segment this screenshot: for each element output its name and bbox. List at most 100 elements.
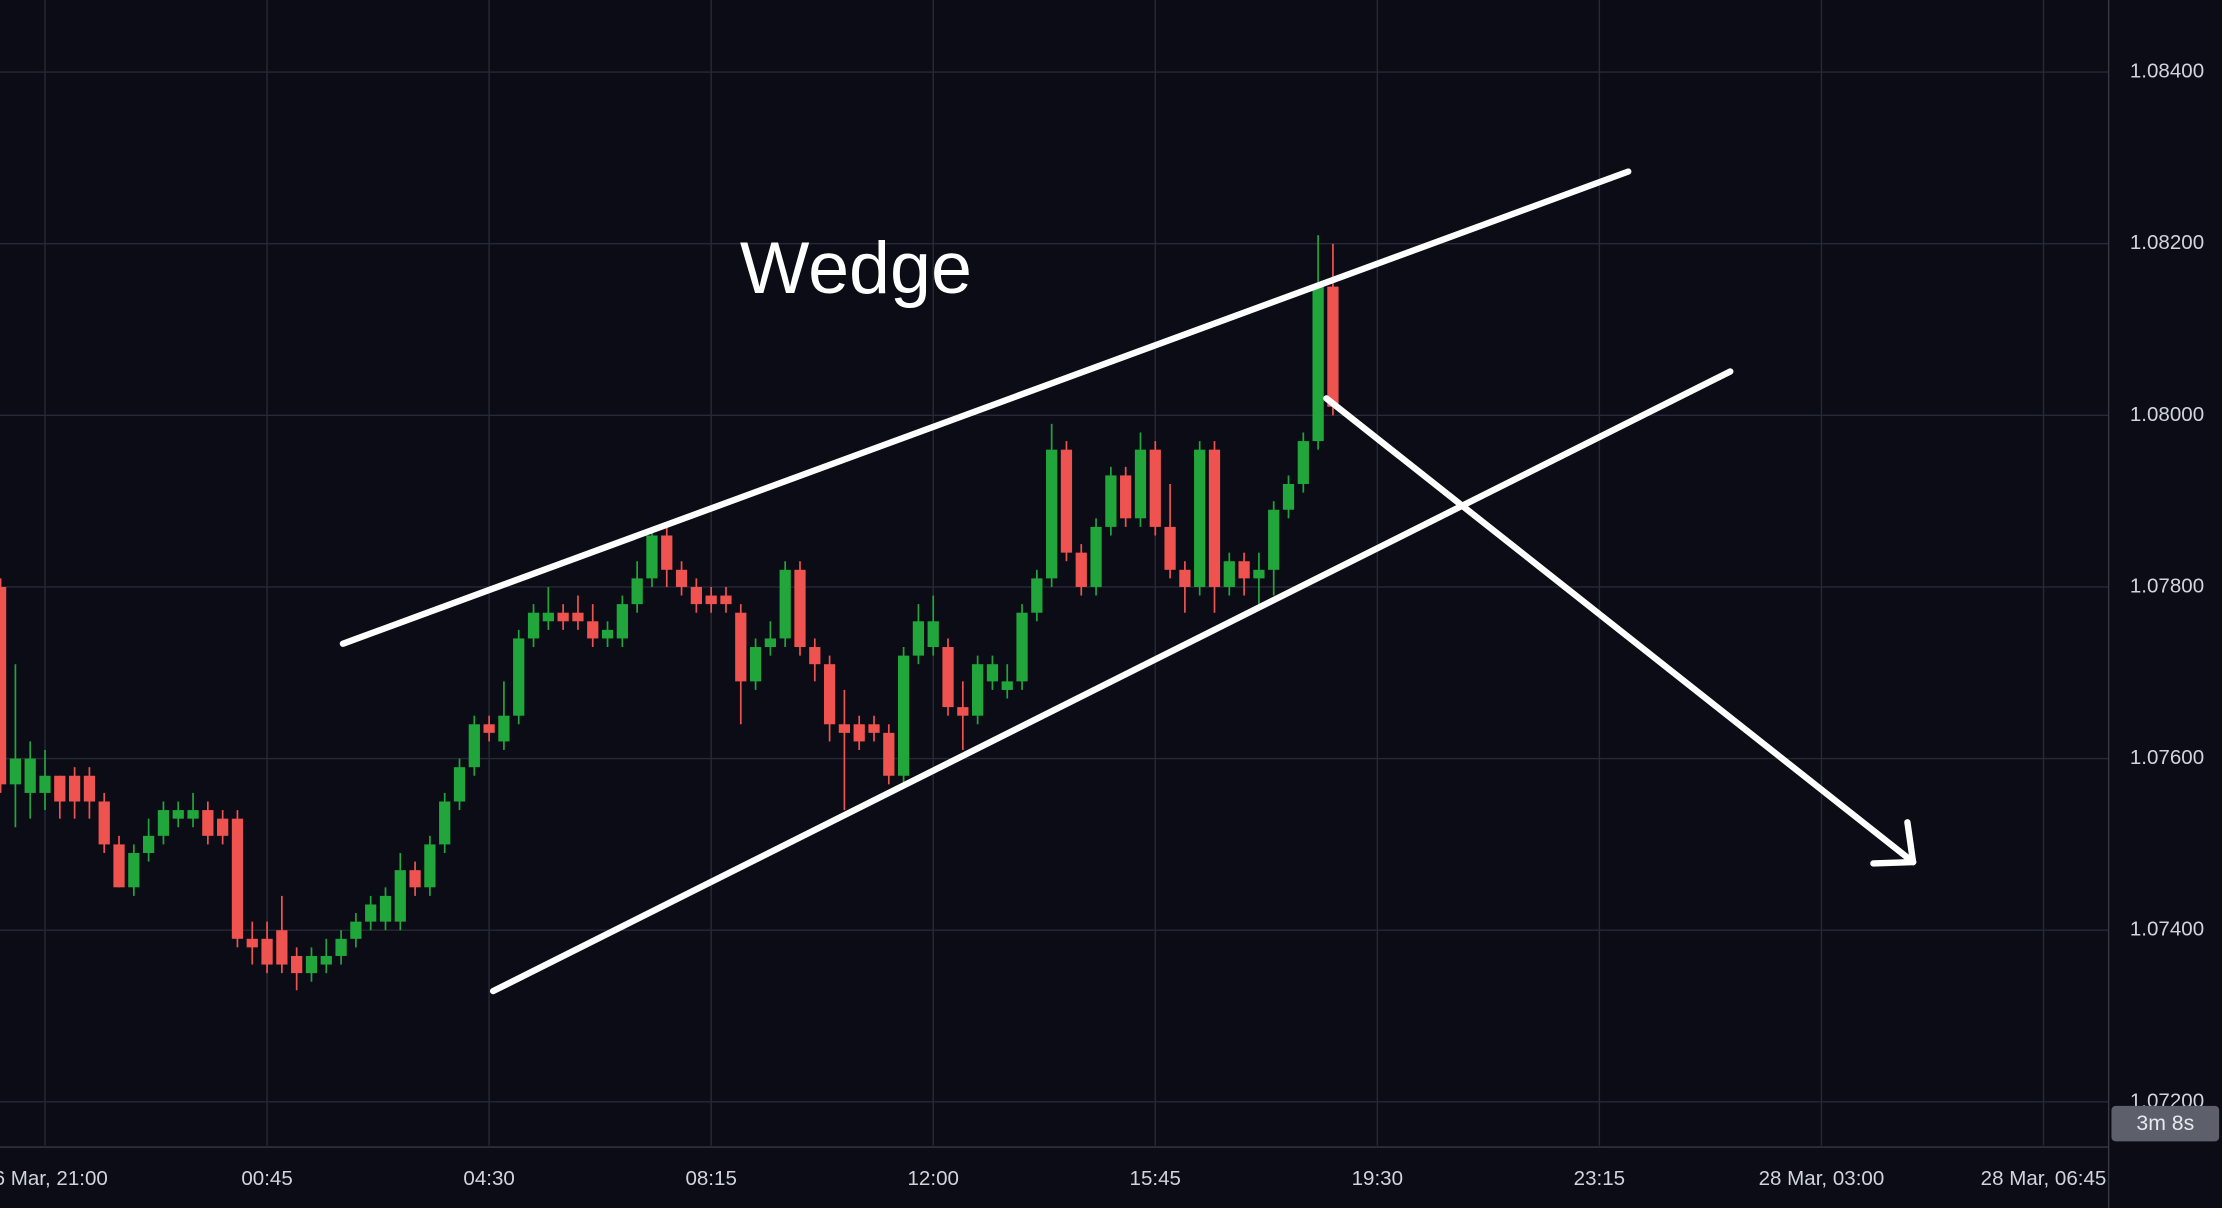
candle-body	[513, 638, 525, 716]
candle-body	[779, 569, 791, 639]
countdown: 3m 8s	[2136, 1111, 2194, 1135]
candle-body	[24, 758, 36, 793]
candle-body	[587, 621, 599, 639]
arrow-head	[1904, 819, 1917, 866]
candle-body	[1312, 286, 1324, 442]
candle-body	[646, 535, 658, 579]
candle-body	[305, 955, 318, 974]
lower-trendline[interactable]	[489, 368, 1734, 995]
y-tick-label: 1.07800	[2130, 574, 2204, 597]
candle-body	[1268, 509, 1280, 570]
candle-body	[379, 895, 392, 922]
candle-body	[572, 612, 584, 622]
candle-body	[557, 612, 569, 622]
candle-body	[1327, 286, 1339, 407]
candle-body	[39, 775, 51, 793]
candle-body	[1016, 612, 1028, 682]
candle-body	[394, 870, 406, 922]
x-tick-label: 28 Mar, 06:45	[1981, 1167, 2107, 1190]
grid	[0, 0, 2109, 1146]
candle-body	[957, 707, 969, 716]
candle-body	[157, 810, 170, 836]
x-tick-label: 00:45	[241, 1167, 292, 1190]
candle-body	[1105, 475, 1117, 527]
candle-body	[113, 844, 125, 888]
candle-body	[483, 724, 495, 733]
drawings	[339, 168, 1917, 995]
candle-body	[231, 818, 244, 939]
candle-body	[1001, 681, 1013, 690]
candle-body	[68, 775, 81, 802]
candle-body	[1060, 449, 1073, 553]
candle-body	[1194, 449, 1206, 587]
axes: 1.072001.074001.076001.078001.080001.082…	[0, 60, 2204, 1191]
candle-body	[424, 844, 436, 888]
candle-body	[276, 930, 288, 965]
candle-body	[883, 732, 895, 776]
y-tick-label: 1.07600	[2130, 746, 2204, 769]
annotation: Wedge	[740, 226, 972, 309]
candle-body	[1238, 561, 1250, 579]
candle-body	[172, 810, 184, 819]
candle-body	[809, 647, 821, 665]
candle-body	[868, 724, 880, 733]
candle-body	[0, 586, 7, 785]
candle-body	[1075, 552, 1087, 587]
candle-body	[261, 938, 273, 965]
y-tick-label: 1.07400	[2130, 918, 2204, 941]
candle-body	[542, 612, 554, 622]
candle-body	[1046, 449, 1058, 579]
candle-body	[927, 621, 939, 648]
candle-body	[838, 724, 851, 733]
candle-body	[409, 870, 421, 888]
candle-body	[320, 955, 332, 965]
candle-body	[143, 835, 155, 853]
x-tick-label: 15:45	[1130, 1167, 1181, 1190]
candle-body	[468, 724, 480, 768]
candle-body	[735, 612, 747, 682]
candle-body	[912, 621, 925, 656]
candle-body	[823, 664, 836, 725]
candle-body	[601, 629, 614, 639]
candle-body	[749, 647, 762, 682]
candle-body	[1090, 526, 1102, 587]
candle-body	[498, 715, 510, 742]
candle-body	[1149, 449, 1161, 527]
candle-body	[246, 938, 258, 948]
candle-body	[1223, 561, 1235, 587]
candle-body	[527, 612, 540, 639]
candle-body	[942, 647, 954, 708]
candle-body	[98, 801, 110, 845]
candle-body	[705, 595, 717, 605]
candle-body	[54, 775, 66, 802]
candle-body	[720, 595, 732, 605]
x-tick-label: 23:15	[1574, 1167, 1625, 1190]
candle-body	[675, 569, 688, 587]
candle-body	[291, 955, 303, 974]
x-tick-label: 19:30	[1352, 1167, 1403, 1190]
y-tick-label: 1.08400	[2130, 60, 2204, 83]
candle-body	[1164, 526, 1176, 570]
upper-trendline[interactable]	[339, 168, 1632, 647]
candle-body	[1297, 441, 1309, 484]
candle-body	[1208, 449, 1221, 587]
candle-body	[1282, 483, 1295, 510]
candle-body	[365, 904, 377, 922]
x-tick-label: 28 Mar, 03:00	[1759, 1167, 1885, 1190]
candle-body	[9, 758, 22, 785]
candle-body	[972, 664, 984, 716]
candles	[0, 235, 1339, 991]
candle-body	[350, 921, 362, 939]
candle-body	[1179, 569, 1191, 587]
candle-body	[986, 664, 999, 682]
candle-body	[631, 578, 643, 605]
candle-body	[439, 801, 451, 845]
candle-body	[128, 852, 140, 888]
candle-body	[83, 775, 96, 802]
candle-body	[794, 569, 806, 648]
x-tick-label: 26 Mar, 21:00	[0, 1167, 108, 1190]
candle-body	[897, 655, 910, 776]
arrow-shaft[interactable]	[1323, 395, 1917, 866]
